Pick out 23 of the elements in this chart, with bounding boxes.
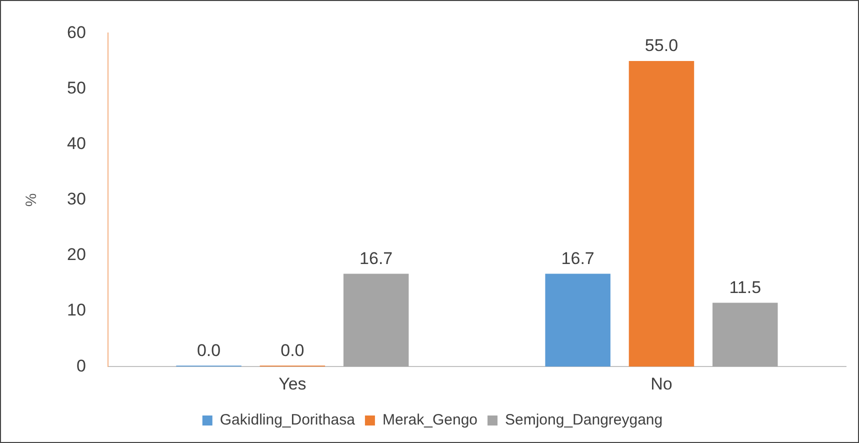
legend-label: Merak_Gengo — [382, 412, 478, 429]
y-tick-label: 0 — [76, 356, 86, 376]
bar — [712, 302, 778, 367]
data-label: 11.5 — [729, 278, 762, 297]
y-axis-title: % — [23, 193, 40, 207]
bar — [545, 274, 610, 367]
bar — [343, 274, 409, 367]
data-label: 55.0 — [644, 36, 678, 56]
y-tick-label: 30 — [66, 190, 86, 209]
y-tick-label: 50 — [66, 78, 86, 98]
x-tick-label: No — [650, 374, 672, 394]
data-label: 0.0 — [280, 340, 304, 360]
data-label: 16.7 — [561, 248, 594, 268]
data-label: 0.0 — [196, 340, 221, 360]
legend-label: Gakidling_Dorithasa — [220, 412, 356, 429]
y-tick-label: 40 — [66, 134, 86, 154]
y-tick-label: 20 — [66, 245, 86, 264]
data-label: 16.7 — [360, 248, 393, 268]
y-tick-label: 10 — [66, 300, 86, 320]
bar — [628, 60, 694, 367]
x-tick-label: Yes — [278, 374, 306, 394]
legend-label: Semjong_Dangreygang — [505, 412, 663, 429]
y-tick-label: 60 — [66, 22, 86, 42]
